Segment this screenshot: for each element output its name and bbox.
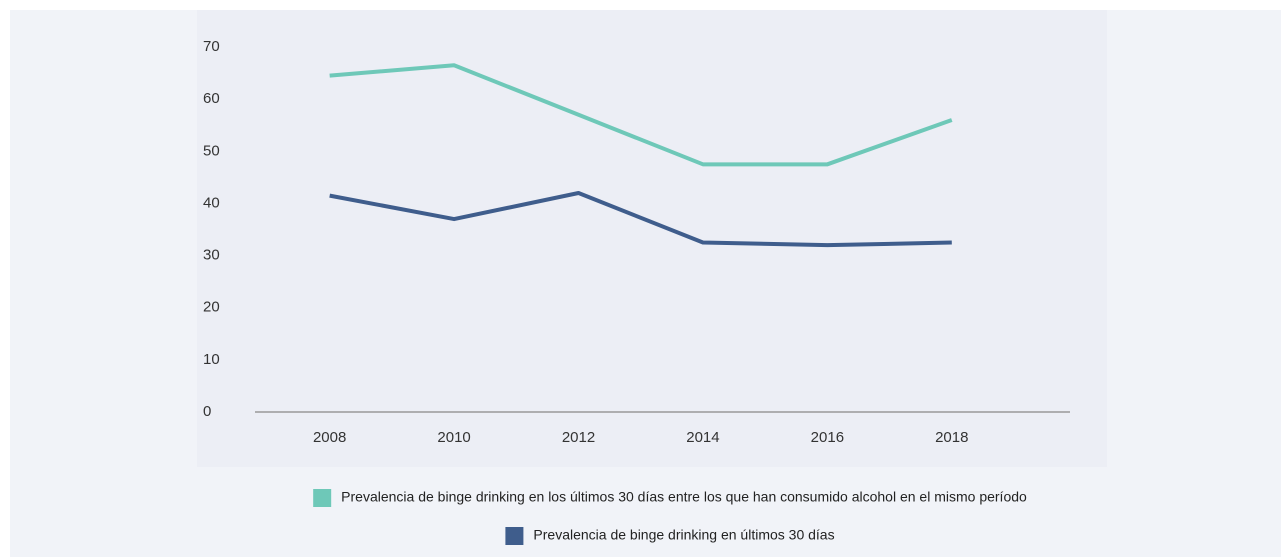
x-tick-label: 2016 bbox=[811, 429, 844, 446]
y-tick-label: 20 bbox=[203, 299, 220, 316]
y-tick-label: 40 bbox=[203, 194, 220, 211]
plot-area bbox=[197, 10, 1107, 467]
y-tick-label: 0 bbox=[203, 403, 211, 420]
y-tick-label: 10 bbox=[203, 351, 220, 368]
x-tick-label: 2008 bbox=[313, 429, 346, 446]
x-tick-label: 2018 bbox=[935, 429, 968, 446]
x-tick-label: 2012 bbox=[562, 429, 595, 446]
legend-swatch bbox=[313, 489, 332, 507]
series-line bbox=[329, 191, 952, 248]
legend-label: Prevalencia de binge drinking en los últ… bbox=[341, 489, 1027, 505]
y-tick-label: 50 bbox=[203, 142, 220, 159]
legend-label: Prevalencia de binge drinking en últimos… bbox=[533, 527, 834, 543]
y-tick-label: 60 bbox=[203, 90, 220, 107]
legend-item: Prevalencia de binge drinking en los últ… bbox=[313, 489, 1027, 507]
series-line bbox=[329, 63, 953, 167]
x-tick-label: 2014 bbox=[686, 429, 719, 446]
y-tick-label: 30 bbox=[203, 247, 220, 264]
legend-swatch bbox=[505, 527, 524, 545]
x-tick-label: 2010 bbox=[437, 429, 470, 446]
legend: Prevalencia de binge drinking en los últ… bbox=[313, 489, 1027, 545]
y-tick-label: 70 bbox=[203, 38, 220, 55]
legend-item: Prevalencia de binge drinking en últimos… bbox=[505, 527, 835, 545]
